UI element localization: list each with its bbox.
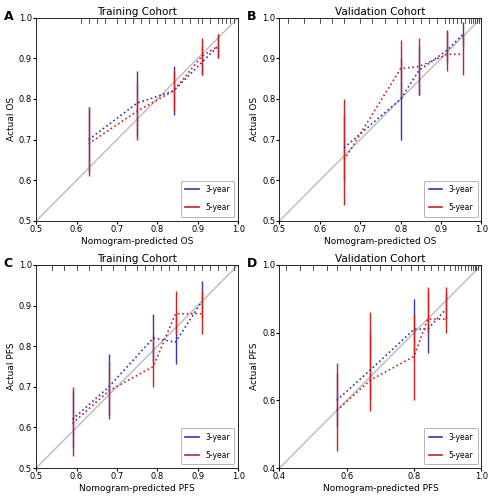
Y-axis label: Actual PFS: Actual PFS xyxy=(7,343,16,390)
Title: Validation Cohort: Validation Cohort xyxy=(335,254,426,264)
Y-axis label: Actual OS: Actual OS xyxy=(250,97,259,142)
Legend: 3-year, 5-year: 3-year, 5-year xyxy=(424,180,478,217)
X-axis label: Nomogram-predicted PFS: Nomogram-predicted PFS xyxy=(323,484,439,493)
Title: Training Cohort: Training Cohort xyxy=(97,254,177,264)
X-axis label: Nomogram-predicted OS: Nomogram-predicted OS xyxy=(324,237,437,246)
Text: D: D xyxy=(247,257,257,270)
Y-axis label: Actual PFS: Actual PFS xyxy=(250,343,259,390)
X-axis label: Nomogram-predicted PFS: Nomogram-predicted PFS xyxy=(79,484,195,493)
Legend: 3-year, 5-year: 3-year, 5-year xyxy=(424,428,478,465)
Legend: 3-year, 5-year: 3-year, 5-year xyxy=(181,180,234,217)
Title: Training Cohort: Training Cohort xyxy=(97,7,177,17)
X-axis label: Nomogram-predicted OS: Nomogram-predicted OS xyxy=(81,237,194,246)
Text: C: C xyxy=(4,257,13,270)
Text: A: A xyxy=(4,10,13,22)
Legend: 3-year, 5-year: 3-year, 5-year xyxy=(181,428,234,465)
Text: B: B xyxy=(247,10,256,22)
Y-axis label: Actual OS: Actual OS xyxy=(7,97,16,142)
Title: Validation Cohort: Validation Cohort xyxy=(335,7,426,17)
